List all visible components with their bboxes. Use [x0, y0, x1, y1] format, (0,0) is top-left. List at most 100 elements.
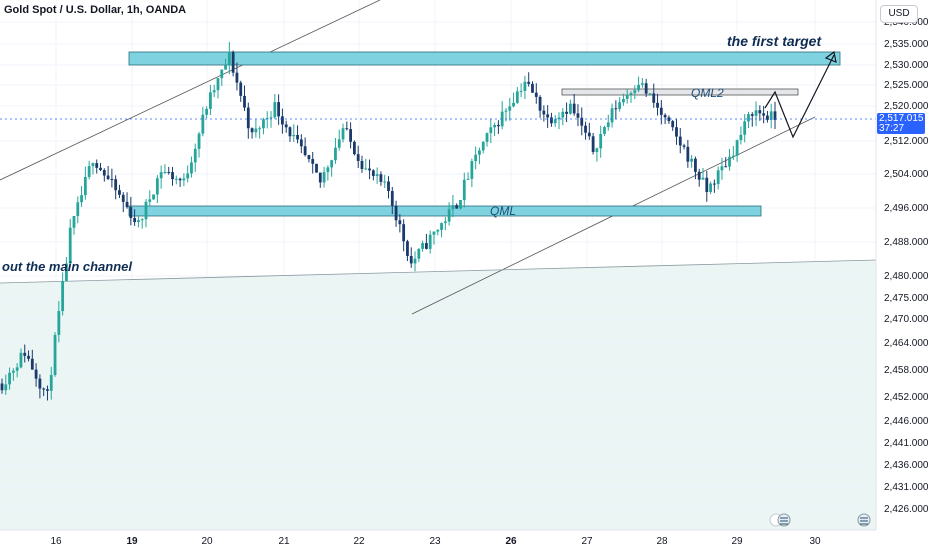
- candle: [349, 122, 353, 149]
- chart-title: Gold Spot / U.S. Dollar, 1h, OANDA: [4, 4, 187, 16]
- candle: [622, 93, 625, 106]
- candle: [398, 214, 402, 233]
- candle: [220, 69, 224, 86]
- candle: [152, 194, 155, 200]
- candle: [243, 85, 246, 111]
- price-tick-label: 2,452.000: [884, 392, 929, 403]
- time-tick-label: 22: [353, 536, 365, 547]
- candle: [675, 118, 678, 145]
- candle: [550, 112, 553, 127]
- qml-zone[interactable]: [128, 205, 762, 217]
- candle: [625, 89, 629, 104]
- candle: [235, 62, 239, 91]
- candle: [364, 158, 368, 171]
- candle: [568, 99, 572, 115]
- candle: [527, 72, 531, 87]
- candle: [334, 137, 337, 164]
- candle: [231, 50, 235, 77]
- candle: [174, 175, 178, 185]
- candle: [209, 85, 212, 116]
- candle: [201, 106, 205, 137]
- candle: [30, 349, 34, 370]
- candle: [451, 194, 455, 218]
- price-axis[interactable]: [876, 0, 932, 550]
- candle: [489, 118, 493, 144]
- candle: [239, 80, 243, 102]
- candle: [281, 108, 284, 134]
- qml2-label: QML2: [691, 86, 724, 100]
- price-tick-label: 2,426.000: [884, 504, 929, 515]
- channel-label: out the main channel: [2, 259, 132, 274]
- candle: [311, 151, 315, 174]
- candle: [383, 174, 387, 189]
- candle: [341, 123, 345, 143]
- candle: [68, 218, 72, 268]
- time-tick-label: 30: [809, 536, 821, 547]
- candle: [265, 111, 269, 129]
- bar-countdown: 37:27: [879, 123, 905, 134]
- candles: [0, 41, 777, 401]
- candle: [409, 247, 413, 268]
- candle: [773, 101, 777, 129]
- candle: [299, 134, 303, 154]
- candle: [728, 149, 731, 171]
- candle: [250, 127, 254, 139]
- time-axis[interactable]: [0, 530, 876, 550]
- candle: [716, 166, 720, 190]
- candle: [557, 112, 561, 130]
- candle: [599, 125, 603, 158]
- candle: [137, 215, 140, 228]
- candle: [371, 169, 375, 181]
- candle: [182, 173, 186, 187]
- time-tick-label: 23: [429, 536, 441, 547]
- candle: [4, 374, 8, 395]
- candle: [534, 83, 538, 104]
- candle: [171, 166, 174, 186]
- price-tick-label: 2,525.000: [884, 80, 929, 91]
- candle: [292, 124, 296, 143]
- candle: [478, 147, 481, 165]
- event-flag-icon[interactable]: [857, 513, 871, 527]
- candle: [303, 137, 307, 157]
- candle: [61, 272, 65, 316]
- candle: [432, 231, 436, 245]
- currency-button[interactable]: USD: [880, 5, 918, 23]
- event-flag-icon[interactable]: [769, 513, 791, 527]
- candle: [387, 176, 390, 199]
- candle: [167, 166, 171, 175]
- candle: [652, 83, 656, 108]
- qml2-zone[interactable]: [561, 88, 799, 96]
- candle: [614, 100, 618, 120]
- candle: [87, 160, 91, 180]
- candle: [591, 132, 595, 155]
- candle: [705, 170, 709, 202]
- upper-channel-line: [0, 0, 381, 181]
- price-tick-label: 2,496.000: [884, 203, 929, 214]
- candle: [424, 233, 428, 250]
- candle: [27, 350, 30, 362]
- candle: [315, 163, 318, 173]
- candle: [500, 101, 504, 130]
- candle: [46, 385, 49, 401]
- first-target-label: the first target: [727, 33, 822, 49]
- candle: [91, 162, 95, 175]
- candle: [447, 202, 451, 226]
- candle: [606, 114, 610, 131]
- candle: [148, 190, 152, 207]
- time-tick-label: 20: [201, 536, 213, 547]
- candle: [0, 378, 4, 394]
- candle: [640, 78, 644, 88]
- time-axis-labels: 16 19 20 21 22 23 26 27 28 29 30: [50, 536, 821, 547]
- candle: [402, 219, 406, 252]
- candle: [406, 239, 409, 262]
- candle: [519, 83, 523, 98]
- candle: [95, 159, 99, 174]
- candle: [629, 91, 633, 103]
- candle: [284, 120, 288, 133]
- candle: [553, 115, 557, 127]
- resistance-zone[interactable]: [128, 51, 841, 66]
- candle: [38, 374, 42, 399]
- candle: [72, 215, 76, 235]
- candle: [110, 168, 114, 188]
